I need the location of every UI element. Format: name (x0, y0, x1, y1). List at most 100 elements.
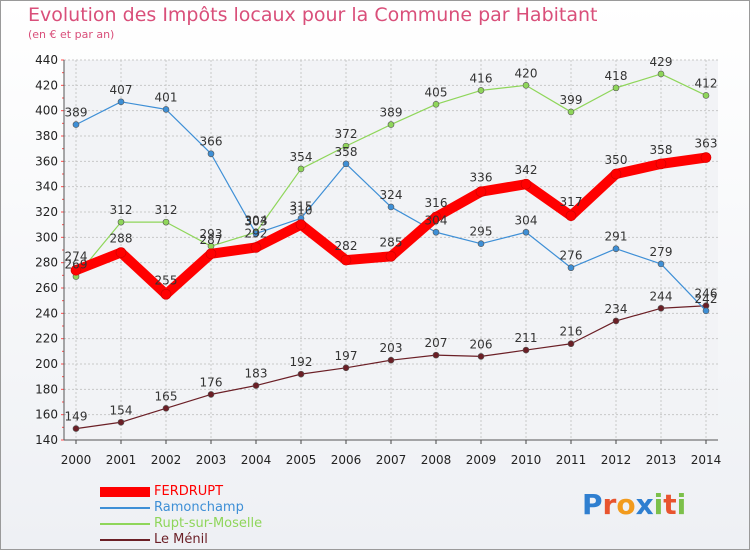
data-point (387, 356, 395, 364)
data-point (342, 142, 350, 150)
data-label: 282 (335, 239, 358, 253)
data-point (567, 340, 575, 348)
series-rupt-sur-moselle (72, 70, 710, 280)
data-point (117, 418, 125, 426)
data-label: 154 (110, 403, 133, 417)
data-point (340, 254, 352, 266)
data-label: 407 (110, 83, 133, 97)
data-point (252, 230, 260, 237)
data-label: 366 (200, 135, 223, 149)
data-point (520, 178, 532, 190)
data-label: 342 (515, 163, 538, 177)
x-tick-label: 2012 (601, 453, 632, 467)
data-point (207, 150, 215, 158)
data-label: 269 (65, 258, 88, 272)
data-point (432, 228, 440, 236)
data-label: 399 (560, 93, 583, 107)
y-tick-label: 300 (35, 230, 58, 244)
data-label: 358 (650, 143, 673, 157)
data-label: 315 (290, 199, 313, 213)
data-point (477, 353, 485, 360)
data-label: 244 (650, 289, 673, 303)
data-point (162, 106, 170, 113)
legend-label: Le Ménil (154, 532, 208, 547)
data-point (432, 101, 440, 108)
y-tick-label: 320 (35, 205, 58, 219)
data-label: 418 (605, 69, 628, 83)
data-label: 242 (695, 292, 718, 306)
legend-label: Rupt-sur-Moselle (154, 516, 263, 531)
data-point (657, 70, 665, 78)
y-tick-label: 260 (35, 281, 58, 295)
data-point (657, 260, 665, 268)
data-label: 304 (425, 213, 448, 227)
y-tick-label: 360 (35, 154, 58, 168)
data-point (250, 242, 262, 253)
data-label: 304 (245, 213, 268, 227)
y-tick-label: 160 (35, 408, 58, 422)
data-point (700, 152, 712, 163)
data-label: 165 (155, 389, 178, 403)
legend-swatch (100, 539, 150, 541)
x-tick-label: 2002 (151, 453, 182, 467)
data-point (702, 307, 710, 315)
y-tick-label: 380 (35, 129, 58, 143)
data-label: 287 (200, 233, 223, 247)
data-label: 183 (245, 367, 268, 381)
data-label: 203 (380, 341, 403, 355)
data-label: 234 (605, 302, 628, 316)
logo-letter: x (635, 488, 654, 521)
series-ferdrupt (70, 152, 712, 300)
data-label: 363 (695, 137, 718, 151)
data-point (385, 251, 397, 262)
data-label: 324 (380, 188, 403, 202)
data-labels: 149 154 165 176 183 192 197 203 207 206 211 216 234 2… (65, 55, 718, 424)
data-label: 372 (335, 127, 358, 141)
data-point (612, 245, 620, 253)
data-point (72, 121, 80, 128)
data-label: 246 (695, 287, 718, 301)
x-tick-label: 2013 (646, 453, 677, 467)
x-tick-label: 2003 (196, 453, 227, 467)
legend-swatch (100, 487, 150, 497)
logo-letter: P (582, 488, 603, 521)
data-point (432, 351, 440, 359)
data-label: 336 (470, 171, 493, 185)
data-point (522, 228, 530, 236)
logo-letter: i (653, 488, 664, 521)
x-tick-label: 2006 (331, 453, 362, 467)
data-label: 274 (65, 249, 88, 263)
y-tick-label: 240 (35, 306, 58, 320)
y-tick-label: 200 (35, 357, 58, 371)
data-label: 279 (650, 245, 673, 259)
data-point (387, 203, 395, 211)
data-point (252, 382, 260, 389)
data-label: 405 (425, 85, 448, 99)
data-point (655, 158, 667, 170)
legend-swatch (100, 507, 150, 509)
x-tick-label: 2007 (376, 453, 407, 467)
data-label: 295 (470, 225, 493, 239)
x-tick-label: 2011 (556, 453, 587, 467)
data-point (430, 211, 442, 223)
data-label: 420 (515, 66, 538, 80)
data-point (612, 317, 620, 325)
data-point (70, 264, 82, 276)
data-label: 389 (65, 106, 88, 120)
data-label: 288 (110, 232, 133, 246)
data-point (477, 87, 485, 94)
data-label: 412 (695, 76, 718, 90)
logo-letter: r (602, 488, 617, 521)
y-tick-label: 440 (35, 53, 58, 67)
data-point (207, 391, 215, 398)
x-tick-label: 2000 (61, 453, 92, 467)
y-tick-label: 280 (35, 256, 58, 270)
axes: 140 160 180 200 220 240 260 280 300 320 340 360 380 4… (35, 53, 721, 467)
data-label: 149 (65, 410, 88, 424)
data-label: 192 (290, 355, 313, 369)
data-point (522, 346, 530, 354)
data-label: 211 (515, 331, 538, 345)
series-le-menil (72, 302, 710, 432)
data-label: 312 (110, 203, 133, 217)
legend-label: FERDRUPT (154, 484, 224, 499)
